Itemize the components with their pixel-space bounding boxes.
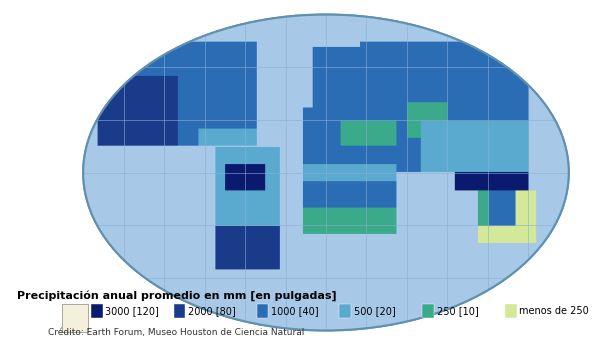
Text: menos de 250: menos de 250 — [520, 306, 589, 316]
Bar — [340, 304, 351, 318]
Text: 2000 [80]: 2000 [80] — [188, 306, 236, 316]
Bar — [422, 304, 434, 318]
FancyBboxPatch shape — [62, 304, 88, 332]
Text: 1000 [40]: 1000 [40] — [271, 306, 319, 316]
Text: 3000 [120]: 3000 [120] — [106, 306, 159, 316]
Text: 250 [10]: 250 [10] — [437, 306, 478, 316]
Bar — [91, 304, 103, 318]
Text: Precipitación anual promedio en mm [en pulgadas]: Precipitación anual promedio en mm [en p… — [17, 290, 336, 301]
Bar — [257, 304, 268, 318]
Bar — [174, 304, 185, 318]
Text: 500 [20]: 500 [20] — [354, 306, 395, 316]
Text: Crédito: Earth Forum, Museo Houston de Ciencia Natural: Crédito: Earth Forum, Museo Houston de C… — [48, 328, 305, 337]
Ellipse shape — [83, 14, 569, 331]
Bar — [505, 304, 517, 318]
